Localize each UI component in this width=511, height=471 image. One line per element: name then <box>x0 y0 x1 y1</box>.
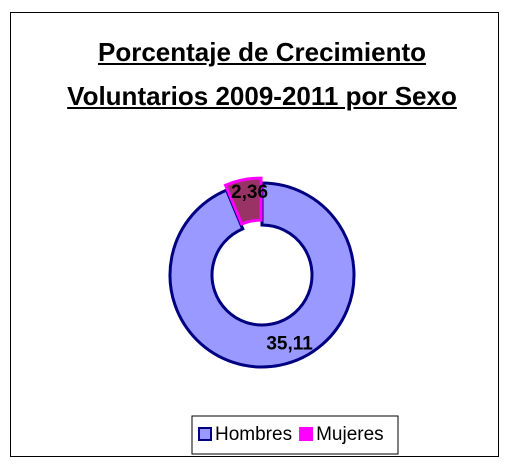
donut-slice <box>223 176 263 226</box>
data-label: 2,36 <box>231 182 268 203</box>
donut-slice <box>168 181 356 369</box>
legend-box <box>191 415 399 455</box>
legend-label: Hombres <box>215 424 292 445</box>
legend-swatch <box>198 427 212 441</box>
chart-title: Porcentaje de Crecimiento Voluntarios 20… <box>67 37 457 111</box>
data-label: 35,11 <box>266 334 313 355</box>
chart-frame <box>10 12 499 457</box>
legend-label: Mujeres <box>316 424 384 445</box>
legend-swatch <box>299 427 314 441</box>
